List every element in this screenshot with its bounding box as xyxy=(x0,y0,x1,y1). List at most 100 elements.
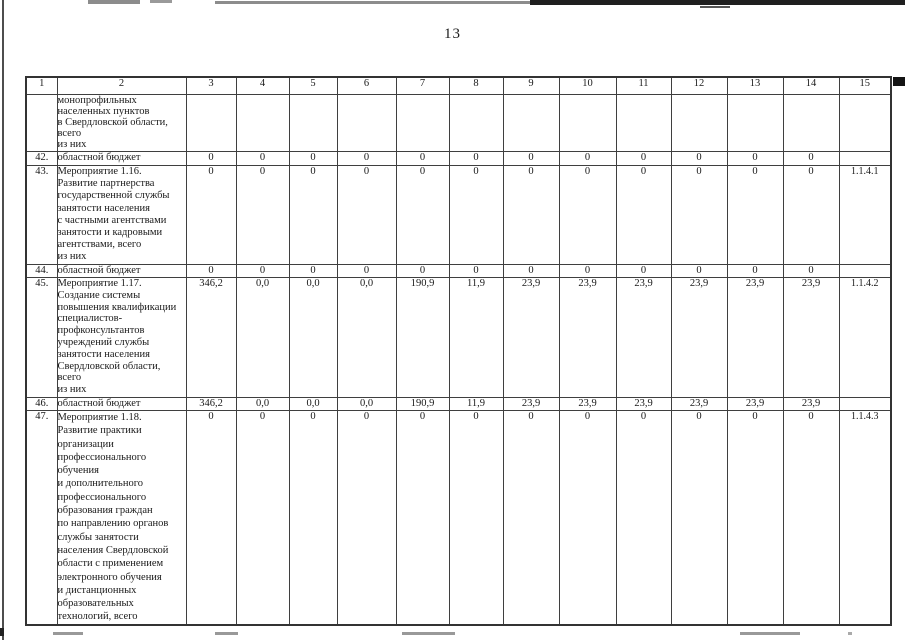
value-cell: 11,9 xyxy=(448,277,504,398)
code-cell xyxy=(838,264,892,278)
value-cell: 0 xyxy=(288,264,338,278)
value-cell: 0 xyxy=(395,151,450,166)
code-cell: 1.1.4.3 xyxy=(838,409,892,626)
value-cell: 0 xyxy=(782,264,840,278)
value-cell xyxy=(670,94,728,152)
column-header: 11 xyxy=(615,76,672,95)
table-row-44: 44. областной бюджет 0 0 0 0 0 0 0 0 0 0… xyxy=(25,264,892,278)
value-cell: 23,9 xyxy=(502,397,560,411)
value-cell: 0 xyxy=(235,165,290,265)
value-cell: 0,0 xyxy=(336,277,397,398)
scan-artifact-bottom-bar-2 xyxy=(215,632,238,635)
value-cell: 0,0 xyxy=(235,397,290,411)
value-cell: 190,9 xyxy=(395,397,450,411)
scan-artifact-top-dashes xyxy=(700,6,730,8)
table-row-45: 45. Мероприятие 1.17. Создание системы п… xyxy=(25,277,892,398)
value-cell: 0 xyxy=(726,409,784,626)
value-cell: 0 xyxy=(288,165,338,265)
value-cell: 0,0 xyxy=(235,277,290,398)
activity-name-cell: Мероприятие 1.16. Развитие партнерства г… xyxy=(56,165,187,265)
value-cell: 190,9 xyxy=(395,277,450,398)
value-cell: 0 xyxy=(670,151,728,166)
value-cell: 23,9 xyxy=(615,397,672,411)
column-header: 14 xyxy=(782,76,840,95)
column-header: 7 xyxy=(395,76,450,95)
value-cell: 0 xyxy=(558,409,617,626)
column-header: 8 xyxy=(448,76,504,95)
value-cell: 0 xyxy=(395,409,450,626)
value-cell: 0 xyxy=(336,409,397,626)
scan-artifact-top-bar xyxy=(88,0,140,4)
value-cell: 0 xyxy=(235,264,290,278)
budget-table: 1 2 3 4 5 6 7 8 9 10 11 12 13 14 15 моно… xyxy=(25,76,892,626)
value-cell: 0 xyxy=(448,165,504,265)
column-header: 10 xyxy=(558,76,617,95)
value-cell: 0 xyxy=(395,165,450,265)
code-cell: 1.1.4.2 xyxy=(838,277,892,398)
scan-artifact-bottom-bar-4 xyxy=(740,632,800,635)
scan-artifact-top-dash xyxy=(150,0,172,3)
value-cell: 0 xyxy=(558,165,617,265)
value-cell: 0 xyxy=(502,264,560,278)
value-cell: 0 xyxy=(670,165,728,265)
value-cell: 0 xyxy=(558,264,617,278)
value-cell: 0 xyxy=(782,151,840,166)
scan-artifact-bottom-bar-3 xyxy=(402,632,455,635)
scan-artifact-right-mark xyxy=(893,77,905,86)
activity-name-cell: областной бюджет xyxy=(56,397,187,411)
value-cell: 23,9 xyxy=(782,277,840,398)
activity-name-cell: Мероприятие 1.17. Создание системы повыш… xyxy=(56,277,187,398)
value-cell: 0 xyxy=(185,151,237,166)
value-cell xyxy=(235,94,290,152)
code-cell xyxy=(838,94,892,152)
column-header: 5 xyxy=(288,76,338,95)
value-cell: 0 xyxy=(395,264,450,278)
column-header: 12 xyxy=(670,76,728,95)
value-cell: 0 xyxy=(185,264,237,278)
value-cell: 0 xyxy=(615,165,672,265)
activity-name-cell: Мероприятие 1.18. Развитие практики орга… xyxy=(56,409,187,626)
value-cell: 0 xyxy=(336,264,397,278)
value-cell: 23,9 xyxy=(670,277,728,398)
value-cell: 346,2 xyxy=(185,397,237,411)
value-cell: 0 xyxy=(502,151,560,166)
value-cell: 23,9 xyxy=(558,277,617,398)
table-row-47: 47. Мероприятие 1.18. Развитие практики … xyxy=(25,409,892,626)
scan-artifact-bottom-tick xyxy=(848,632,852,635)
row-number-cell: 43. xyxy=(25,165,58,265)
code-cell: 1.1.4.1 xyxy=(838,165,892,265)
scan-artifact-top-black-bar xyxy=(530,0,905,5)
column-header: 9 xyxy=(502,76,560,95)
value-cell: 0 xyxy=(288,409,338,626)
value-cell xyxy=(726,94,784,152)
code-cell xyxy=(838,151,892,166)
column-header: 6 xyxy=(336,76,397,95)
table-row-43: 43. Мероприятие 1.16. Развитие партнерст… xyxy=(25,165,892,265)
column-header: 1 xyxy=(25,76,58,95)
row-number-cell xyxy=(25,94,58,152)
value-cell: 23,9 xyxy=(502,277,560,398)
value-cell: 23,9 xyxy=(782,397,840,411)
value-cell: 0 xyxy=(502,409,560,626)
value-cell: 0 xyxy=(235,151,290,166)
table-row-42: 42. областной бюджет 0 0 0 0 0 0 0 0 0 0… xyxy=(25,151,892,166)
value-cell: 0 xyxy=(726,151,784,166)
value-cell: 0 xyxy=(615,151,672,166)
value-cell: 0,0 xyxy=(336,397,397,411)
value-cell: 0 xyxy=(782,409,840,626)
value-cell: 23,9 xyxy=(615,277,672,398)
value-cell: 0 xyxy=(615,264,672,278)
value-cell: 346,2 xyxy=(185,277,237,398)
row-number-cell: 47. xyxy=(25,409,58,626)
value-cell: 0 xyxy=(288,151,338,166)
row-number-cell: 44. xyxy=(25,264,58,278)
value-cell: 0 xyxy=(726,165,784,265)
value-cell: 0 xyxy=(502,165,560,265)
value-cell: 0 xyxy=(185,409,237,626)
value-cell: 0 xyxy=(448,264,504,278)
scan-artifact-bottom-left-mark xyxy=(0,628,4,636)
table-row-46: 46. областной бюджет 346,2 0,0 0,0 0,0 1… xyxy=(25,397,892,411)
value-cell: 23,9 xyxy=(726,397,784,411)
value-cell: 0,0 xyxy=(288,277,338,398)
